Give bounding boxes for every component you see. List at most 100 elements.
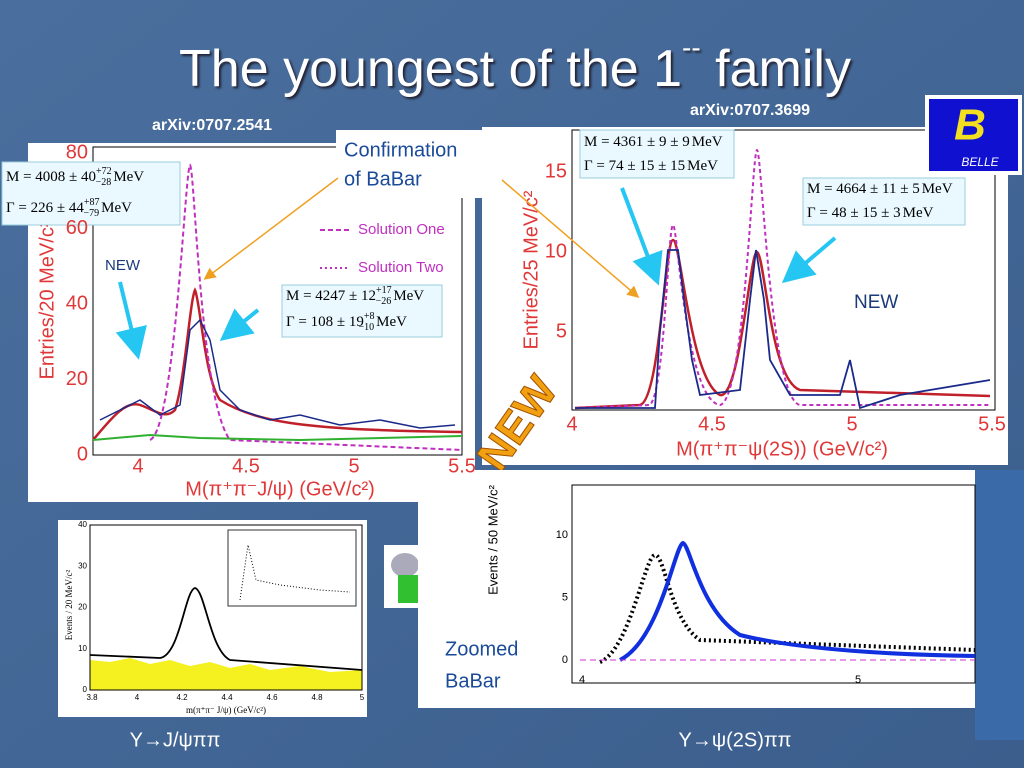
legend-label: Solution Two: [358, 259, 444, 276]
formula-unit: MeV: [903, 205, 934, 221]
arrow: [781, 236, 837, 284]
y-tick-label: 5: [556, 320, 567, 342]
y-tick-label: 0: [83, 685, 88, 694]
x-tick-label: 4: [566, 413, 577, 435]
formula-unit: MeV: [687, 158, 718, 174]
title: The youngest of the 1-- family: [179, 32, 851, 97]
x-tick-label: 4.5: [232, 455, 260, 477]
y-tick-label: 80: [66, 141, 88, 163]
side-bar: [975, 470, 1024, 740]
frame: [92, 146, 463, 456]
formula-sup: +17: [376, 285, 392, 296]
formula: Γ = 226 ± 44+87 −79 MeV: [6, 197, 132, 219]
solution-curve: [574, 148, 990, 409]
formula-unit: MeV: [922, 181, 953, 197]
logo-elephant: [391, 553, 419, 577]
y-axis-label: Entries/20 MeV/c²: [36, 220, 58, 379]
data-points: [99, 318, 456, 429]
fit-curve: [92, 287, 463, 441]
fit-curve: [619, 540, 976, 662]
babar-panel: Solution One Solution Two Entries/20 MeV…: [1, 143, 475, 502]
y-tick-label: 20: [66, 368, 88, 390]
title-main: The youngest of the 1: [179, 40, 682, 98]
result-box: [579, 129, 735, 179]
x-tick-label: 5: [855, 674, 861, 686]
frame: [89, 524, 363, 691]
inset: [227, 529, 357, 607]
x-tick-label: 4.5: [698, 413, 726, 435]
background-curve: [92, 433, 463, 442]
formula: M = 4247 ± 12+17 −26 MeV: [286, 285, 424, 307]
background-histogram: [90, 658, 362, 690]
formula-base: Γ = 108 ± 19: [286, 314, 364, 330]
formula-sub: −26: [376, 296, 392, 307]
arrow: [219, 308, 260, 342]
formula-sup: +8: [364, 311, 375, 322]
caption: Y→ψ(2S)ππ: [679, 729, 792, 751]
new-label: NEW: [105, 257, 141, 274]
formula-sub: −10: [359, 322, 375, 333]
title-end: family: [701, 40, 851, 98]
confirmation-text: of BaBar: [344, 168, 422, 190]
formula-base: Γ = 226 ± 44: [6, 200, 84, 216]
formula-sub: −79: [84, 208, 100, 219]
small-babar-panel: Events / 20 MeV/c² m(π⁺π⁻ J/ψ) (GeV/c²): [58, 520, 367, 717]
formula-unit: MeV: [376, 314, 407, 330]
x-tick-label: 4: [579, 674, 585, 686]
x-tick-label: 4.6: [266, 693, 278, 702]
formula-unit: MeV: [101, 200, 132, 216]
y-tick-label: 40: [78, 520, 87, 529]
solution-curve: [149, 163, 463, 451]
formula-sub: −28: [96, 177, 112, 188]
y-axis-label: Events / 20 MeV/c²: [64, 569, 74, 640]
y-tick-label: 40: [66, 292, 88, 314]
title-sup: --: [682, 32, 701, 63]
formula-base: M = 4664 ± 11 ± 5: [807, 181, 920, 197]
y-axis-label: Entries/25 MeV/c²: [520, 190, 542, 349]
x-tick-label: 4: [132, 455, 143, 477]
formula-unit: MeV: [692, 134, 723, 150]
y-tick-label: 10: [78, 644, 87, 653]
x-tick-label: 5.5: [978, 413, 1006, 435]
caption: Y→J/ψππ: [130, 729, 221, 751]
y-tick-label: 10: [545, 240, 567, 262]
arrow: [620, 187, 663, 286]
zoom-label: BaBar: [445, 670, 501, 692]
x-axis-label: M(π⁺π⁻J/ψ) (GeV/c²): [185, 478, 375, 500]
pointer-line: [501, 179, 640, 298]
y-tick-label: 10: [556, 529, 568, 541]
x-tick-label: 3.8: [86, 693, 98, 702]
fit-curve: [89, 587, 363, 671]
formula: Γ = 48 ± 15 ± 3 MeV: [807, 205, 934, 221]
result-box: [802, 177, 966, 226]
frame: [571, 129, 996, 411]
formula-base: M = 4361 ± 9 ± 9: [584, 134, 690, 150]
x-tick-label: 5.5: [448, 455, 476, 477]
confirmation-text: Confirmation: [344, 139, 457, 161]
formula-base: M = 4008 ± 40: [6, 169, 96, 185]
formula-base: Γ = 74 ± 15 ± 15: [584, 158, 685, 174]
confirmation-box: [336, 130, 502, 198]
x-tick-label: 5: [360, 693, 365, 702]
formula: M = 4664 ± 11 ± 5 MeV: [807, 181, 953, 197]
arrow: [115, 281, 147, 360]
y-tick-label: 0: [77, 443, 88, 465]
y-axis-label: Events / 50 MeV/c²: [485, 484, 500, 594]
x-tick-label: 4.4: [221, 693, 233, 702]
x-axis-label: M(π⁺π⁻ψ(2S)) (GeV/c²): [676, 438, 888, 460]
ref: arXiv:0707.3699: [690, 102, 810, 119]
formula-unit: MeV: [393, 288, 424, 304]
formula: M = 4008 ± 40+72 −28 MeV: [6, 166, 144, 188]
logo-letter: B: [954, 101, 986, 150]
y-tick-label: 5: [562, 591, 568, 603]
zoom-label: Zoomed: [445, 638, 518, 660]
frame: [571, 484, 976, 684]
result-box: [281, 284, 443, 338]
panel-bg: [418, 470, 975, 708]
formula-sup: +72: [96, 166, 112, 177]
x-axis-label: m(π⁺π⁻ J/ψ) (GeV/c²): [186, 705, 266, 715]
y-tick-label: 30: [78, 561, 87, 570]
formula-base: M = 4247 ± 12: [286, 288, 376, 304]
formula-base: Γ = 48 ± 15 ± 3: [807, 205, 901, 221]
